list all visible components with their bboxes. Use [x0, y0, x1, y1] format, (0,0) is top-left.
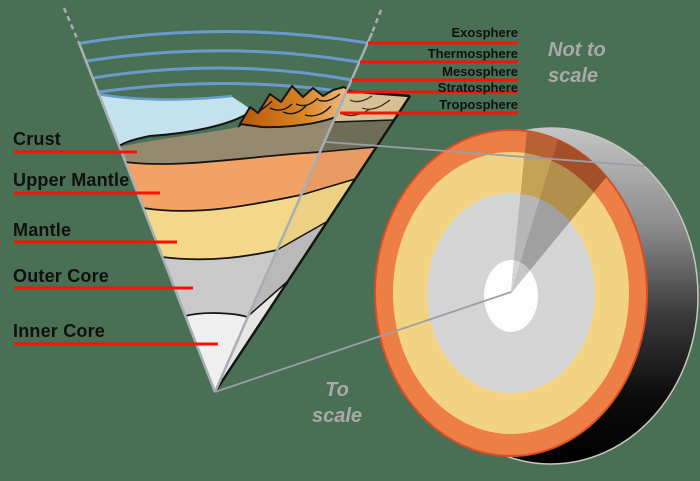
stratosphere-label: Stratosphere — [437, 80, 518, 95]
mountains — [239, 85, 353, 129]
mesosphere-label: Mesosphere — [442, 64, 518, 79]
scale-connector-lines — [214, 141, 646, 393]
terrain-sketch-lines — [341, 95, 391, 117]
ocean — [99, 95, 252, 146]
thermosphere-label: Thermosphere — [427, 46, 518, 61]
not-to-scale-note: Not to scale — [548, 37, 606, 89]
crust-label: Crust — [13, 129, 62, 149]
left-slice-line-dashed — [62, 7, 81, 44]
troposphere-label: Troposphere — [439, 97, 518, 112]
mountain-ridges — [257, 93, 341, 117]
exosphere-label: Exosphere — [451, 25, 518, 40]
side-outer-core — [247, 221, 328, 317]
thermosphere-arc — [85, 49, 361, 64]
right-slice-line-dashed — [370, 9, 383, 34]
atmosphere-arcs — [79, 30, 370, 94]
mesosphere-arc — [91, 66, 354, 82]
sea-floor-line — [118, 109, 253, 147]
exosphere-arc — [79, 30, 370, 45]
not-to-scale-line2: scale — [548, 65, 599, 87]
not-to-scale-wedge — [62, 7, 412, 393]
side-upper-mantle — [301, 147, 376, 195]
upper-mantle-label: Upper Mantle — [13, 170, 130, 190]
side-crust — [320, 120, 394, 152]
wedge-outer-core — [162, 250, 277, 317]
right-slice-line — [213, 32, 374, 393]
slice-edge-lines — [62, 7, 383, 393]
side-boundaries — [246, 119, 395, 318]
to-scale-line1: To — [325, 379, 349, 401]
disc-inner-core — [484, 260, 538, 332]
surface-connector-line — [325, 141, 646, 167]
to-scale-earth — [374, 127, 699, 465]
wedge-crust — [119, 92, 345, 165]
wedge-side-face — [213, 89, 412, 393]
left-slice-line — [77, 42, 217, 393]
to-scale-note: To scale — [300, 377, 374, 429]
inner-core-label: Inner Core — [13, 321, 106, 341]
center-connector-line — [214, 291, 512, 393]
wedge-upper-mantle — [125, 152, 320, 211]
stratosphere-arc — [97, 82, 348, 94]
not-to-scale-line1: Not to — [548, 39, 606, 61]
side-mantle — [277, 179, 355, 250]
to-scale-line2: scale — [311, 405, 363, 427]
highlighted-slice — [511, 130, 647, 293]
outer-core-label: Outer Core — [13, 266, 110, 286]
pointer-lines — [14, 41, 518, 346]
ocean-surface-line — [96, 92, 233, 101]
wedge-inner-core — [185, 313, 247, 392]
mantle-label: Mantle — [13, 220, 72, 240]
